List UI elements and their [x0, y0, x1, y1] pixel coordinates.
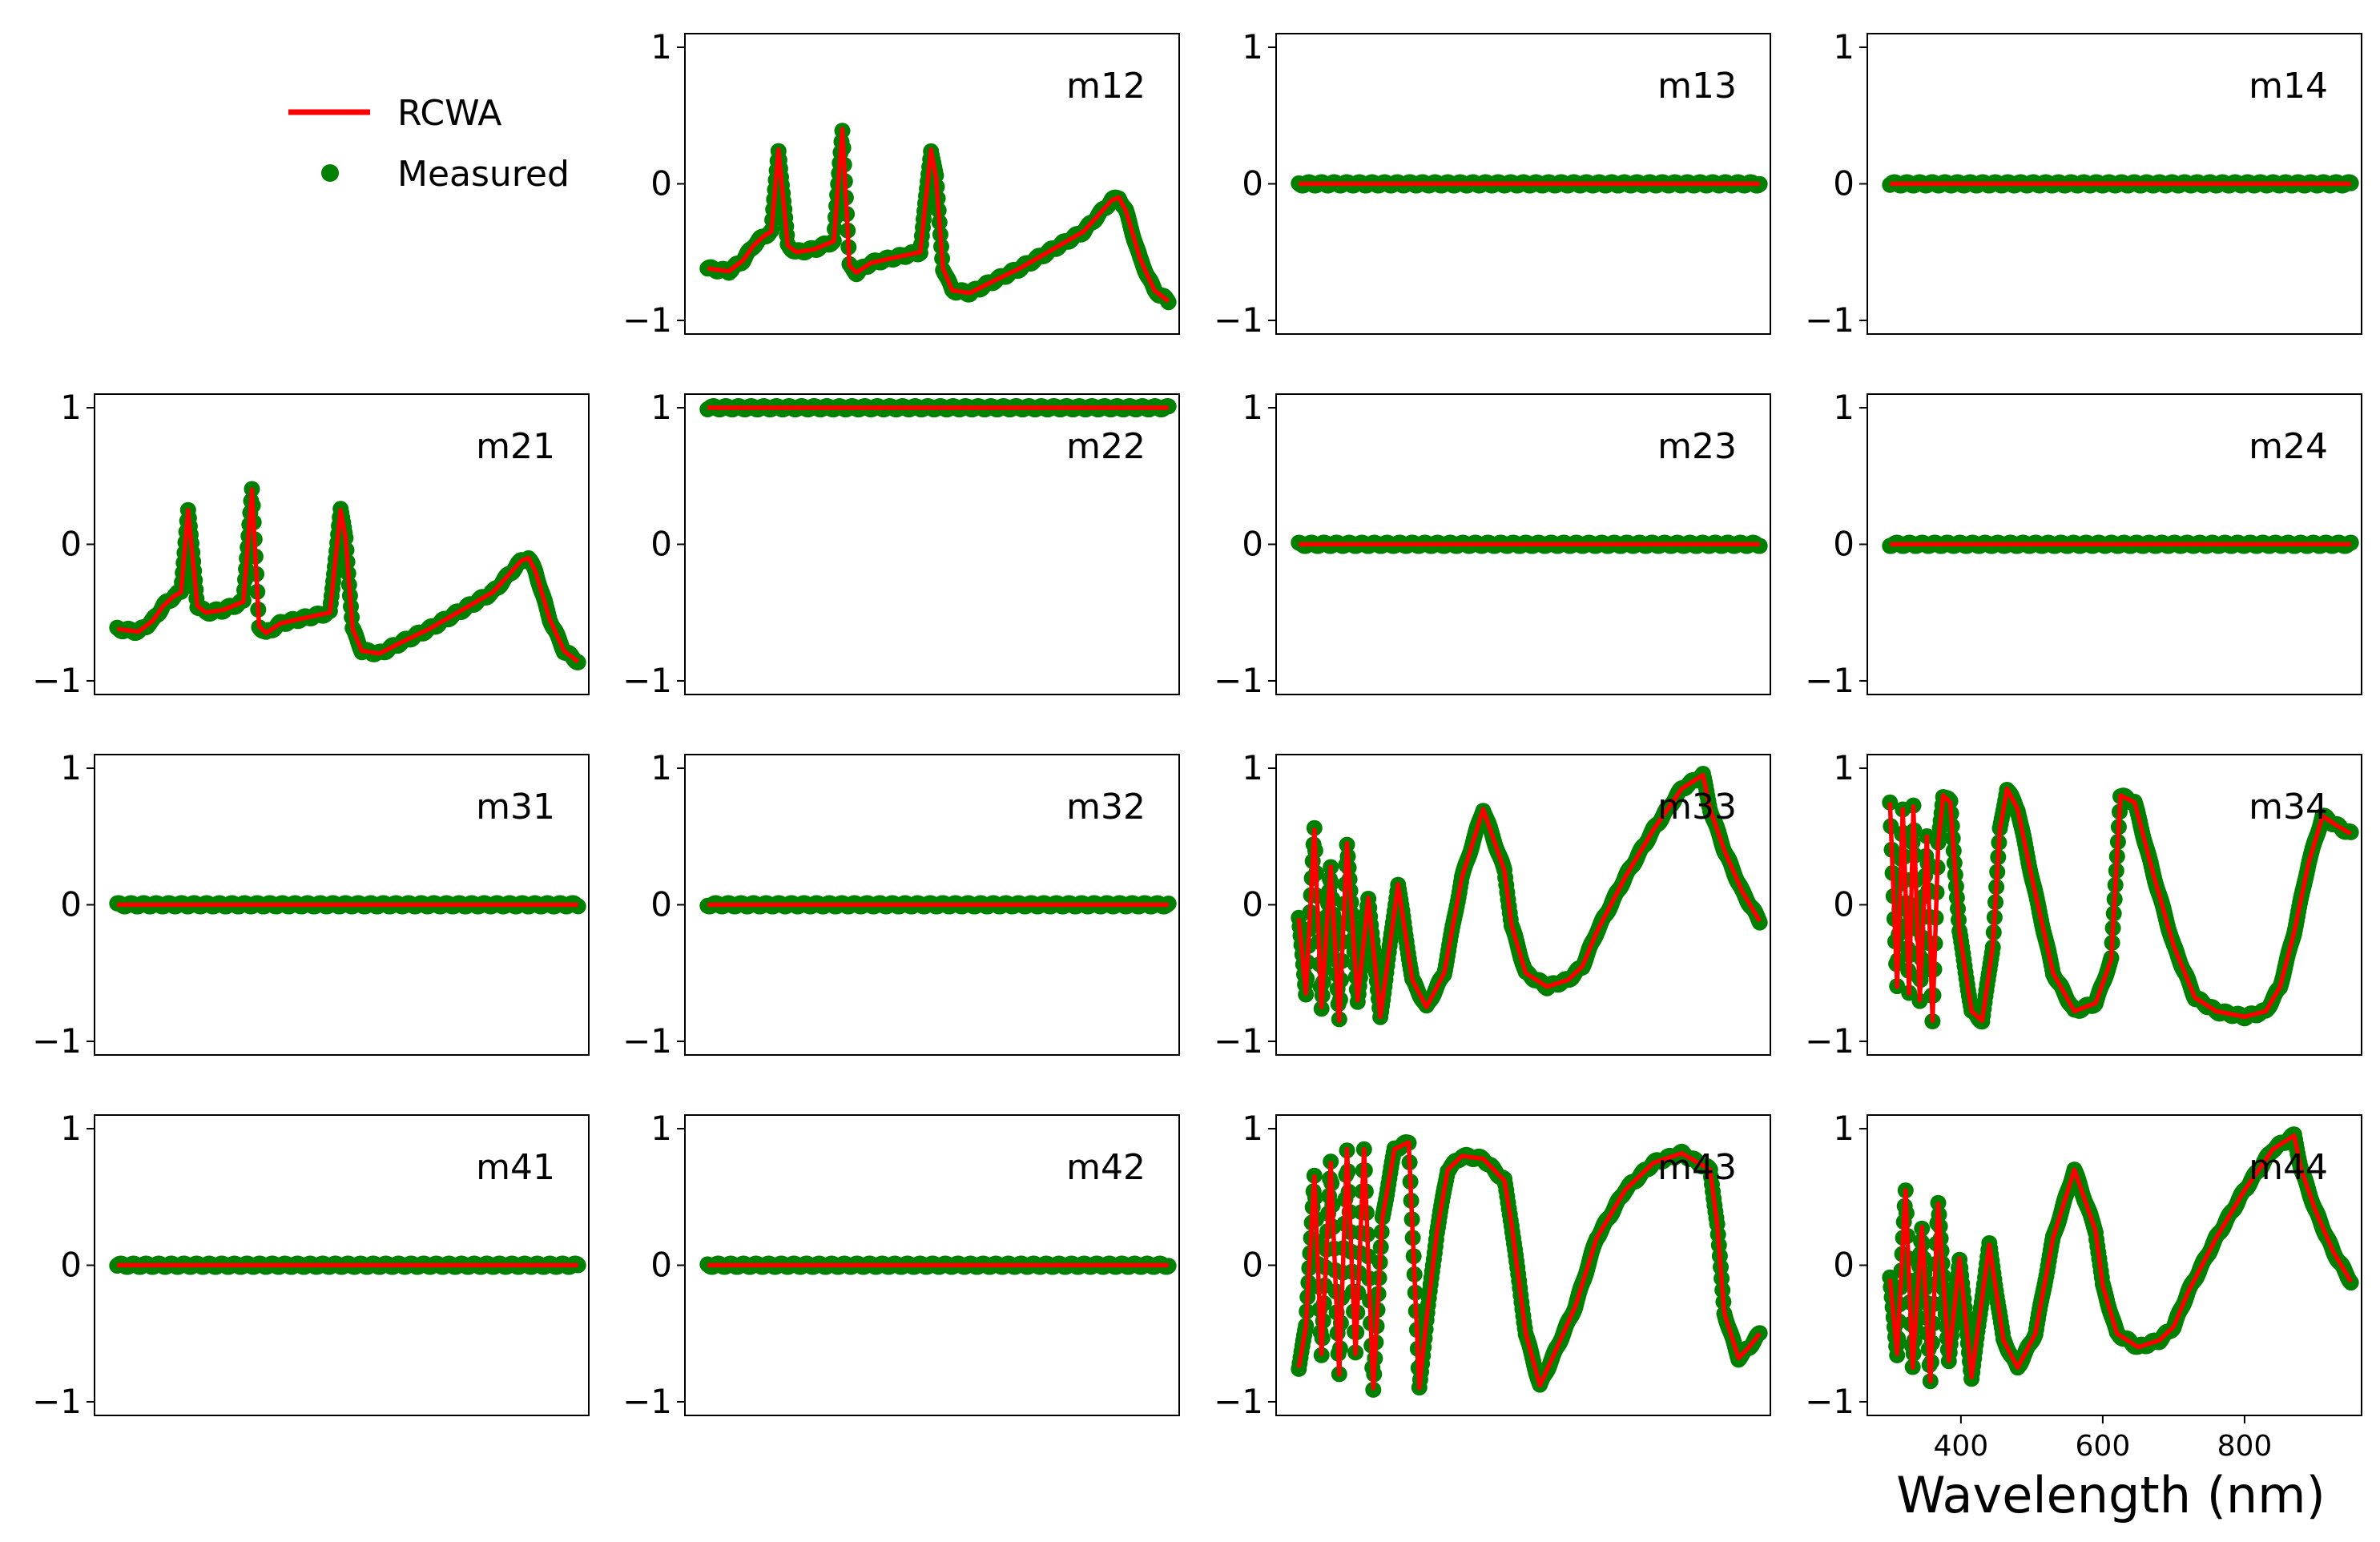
ytick-label: 0 [1242, 525, 1263, 564]
ytick-label: 0 [1242, 164, 1263, 203]
panel-m21: −1 0 1 m21 [32, 388, 590, 700]
ytick-label: 1 [60, 748, 82, 787]
ytick-label: 0 [650, 885, 672, 924]
ytick-label: 0 [1833, 525, 1854, 564]
panel-label-m23: m23 [1657, 426, 1737, 467]
ytick-label: 0 [650, 525, 672, 564]
panel-label-m14: m14 [2249, 66, 2328, 107]
rcwa-line-m12 [706, 127, 1170, 304]
panel-m32: −1 0 1 m32 [622, 748, 1180, 1061]
axes-frame-m12 [684, 33, 1180, 335]
ytick-label: 1 [1833, 27, 1854, 66]
axes-frame-m13 [1275, 33, 1771, 335]
ytick-label: 1 [1242, 388, 1263, 427]
panel-m13: −1 0 1 m13 [1214, 27, 1771, 340]
ytick-label: 1 [650, 388, 672, 427]
ytick-label: −1 [32, 661, 82, 700]
axes-frame-m14 [1867, 33, 2362, 335]
ytick-label: 0 [1833, 164, 1854, 203]
panel-label-m12: m12 [1066, 66, 1146, 107]
ytick-label: 0 [60, 525, 82, 564]
ytick-label: −1 [1214, 300, 1263, 340]
panels-layer: −1 0 1 m12 −1 0 1 m13 −1 0 1 m14 −1 0 1 m21 −1 0 1 m22 −1 0 1 m… [32, 27, 2362, 1463]
ytick-label: −1 [622, 300, 672, 340]
panel-m24: −1 0 1 m24 [1805, 388, 2362, 700]
panel-label-m22: m22 [1066, 426, 1146, 467]
ytick-label: −1 [32, 1021, 82, 1061]
panel-label-m31: m31 [476, 787, 555, 827]
ytick-label: −1 [1805, 661, 1854, 700]
panel-label-m21: m21 [476, 426, 555, 467]
panel-m31: −1 0 1 m31 [32, 748, 590, 1061]
ytick-label: −1 [622, 661, 672, 700]
panel-label-m13: m13 [1657, 66, 1737, 107]
panel-m23: −1 0 1 m23 [1214, 388, 1771, 700]
ytick-label: −1 [1805, 300, 1854, 340]
ytick-label: 1 [60, 388, 82, 427]
ytick-label: 0 [60, 885, 82, 924]
ytick-label: 1 [650, 27, 672, 66]
panel-m12: −1 0 1 m12 [622, 27, 1180, 340]
panel-m22: −1 0 1 m22 [622, 388, 1180, 700]
ytick-label: 1 [1242, 27, 1263, 66]
panel-label-m32: m32 [1066, 787, 1146, 827]
ytick-label: 0 [1242, 885, 1263, 924]
ytick-label: 1 [1242, 748, 1263, 787]
ytick-label: 0 [650, 164, 672, 203]
ytick-label: −1 [1214, 1021, 1263, 1061]
panel-m14: −1 0 1 m14 [1805, 27, 2362, 340]
rcwa-line-m21 [115, 487, 580, 664]
panel-label-m24: m24 [2249, 426, 2328, 467]
ytick-label: 1 [1833, 388, 1854, 427]
ytick-label: −1 [1214, 661, 1263, 700]
axes-frame-m21 [94, 393, 590, 695]
ytick-label: 1 [650, 748, 672, 787]
ytick-label: −1 [622, 1021, 672, 1061]
